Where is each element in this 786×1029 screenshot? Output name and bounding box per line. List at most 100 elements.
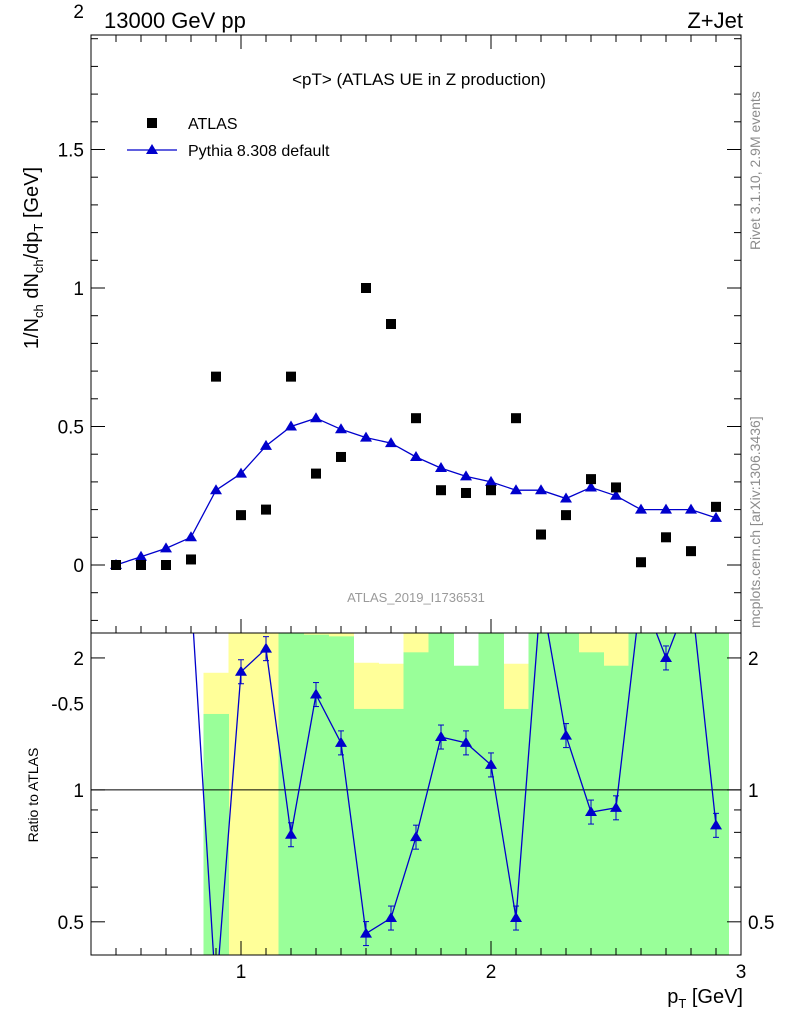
ratio-point	[710, 819, 722, 830]
main-ytick-label: 0	[73, 556, 84, 577]
atlas-point	[211, 371, 221, 382]
ratio-band-inner	[528, 633, 554, 955]
atlas-point	[461, 487, 471, 498]
ratio-band-outer	[228, 633, 254, 955]
main-panel: -0.500.511.522.533.5	[51, 2, 742, 716]
ratio-band-inner	[278, 633, 304, 955]
ratio-y-axis-label: Ratio to ATLAS	[25, 748, 41, 843]
ratio-point	[360, 927, 372, 938]
ratio-point	[410, 831, 422, 842]
ratio-line	[192, 633, 717, 955]
ratio-band-inner	[653, 633, 679, 955]
atlas-point	[136, 560, 146, 570]
main-ytick-label: -0.5	[51, 695, 84, 716]
ratio-point	[435, 731, 447, 742]
main-title-text: <pT> (ATLAS UE in Z production)	[292, 70, 546, 89]
ratio-panel: 0.5 0.5 1 1 2 2 1 2 3	[58, 633, 774, 983]
legend: ATLAS Pythia 8.308 default	[127, 116, 330, 160]
ratio-point	[660, 651, 672, 662]
ratio-band-inner	[328, 636, 354, 955]
ratio-band-inner	[553, 633, 579, 955]
mc-point	[485, 475, 497, 486]
xtick-label: 1	[236, 962, 247, 983]
mc-point	[585, 481, 597, 492]
mc-point	[635, 503, 647, 514]
mc-point	[135, 550, 147, 561]
atlas-point	[536, 529, 546, 540]
atlas-point	[236, 510, 246, 521]
atlas-point	[711, 501, 721, 512]
ratio-band-inner	[703, 633, 729, 955]
ratio-ytick-label: 0.5	[58, 913, 84, 934]
ratio-ytick-label-right: 1	[748, 781, 759, 802]
atlas-point	[311, 468, 321, 479]
ratio-band-inner	[353, 708, 379, 955]
ratio-ytick-label: 1	[73, 781, 84, 802]
mc-point	[560, 492, 572, 503]
main-plot-area	[110, 283, 722, 570]
ratio-point	[285, 828, 297, 839]
x-axis-label: pT [GeV]	[667, 986, 743, 1011]
atlas-point	[636, 557, 646, 568]
ratio-ytick-label-right: 2	[748, 649, 759, 670]
mc-point	[710, 511, 722, 522]
mc-point	[260, 439, 272, 450]
header-left: 13000 GeV pp	[104, 8, 246, 33]
ratio-point	[610, 801, 622, 812]
atlas-point	[286, 371, 296, 382]
atlas-point	[361, 283, 371, 293]
atlas-point	[336, 451, 346, 462]
ratio-ytick-label-right: 0.5	[748, 913, 774, 934]
atlas-point	[436, 485, 446, 496]
ratio-band-inner	[428, 633, 454, 955]
mc-point	[160, 542, 172, 553]
atlas-point	[686, 546, 696, 557]
ratio-point	[235, 665, 247, 676]
main-ytick-label: 1	[73, 279, 84, 300]
mc-point	[335, 423, 347, 434]
mc-point	[435, 462, 447, 473]
analysis-watermark: ATLAS_2019_I1736531	[347, 590, 485, 605]
ratio-point	[310, 688, 322, 699]
mc-point	[210, 484, 222, 495]
ratio-ytick-label: 2	[73, 649, 84, 670]
mc-point	[360, 431, 372, 442]
mc-point	[285, 420, 297, 431]
header-right: Z+Jet	[687, 8, 743, 33]
legend-atlas-marker	[147, 118, 157, 128]
legend-mc-marker	[146, 144, 158, 154]
legend-mc-label: Pythia 8.308 default	[188, 143, 330, 160]
atlas-point	[161, 560, 171, 570]
atlas-point	[486, 485, 496, 496]
mc-point	[235, 467, 247, 478]
ratio-point	[260, 642, 272, 653]
mc-point	[460, 470, 472, 481]
mcplots-label: mcplots.cern.ch [arXiv:1306.3436]	[747, 416, 763, 628]
mc-point	[385, 437, 397, 448]
ratio-band-inner	[628, 633, 654, 955]
xtick-label: 2	[486, 962, 497, 983]
mc-point	[610, 489, 622, 500]
mc-point	[535, 484, 547, 495]
ratio-point	[485, 758, 497, 769]
xtick-label: 3	[736, 962, 747, 983]
ratio-point	[460, 736, 472, 747]
ratio-point	[560, 729, 572, 740]
ratio-band-inner	[203, 713, 229, 955]
ratio-band-inner	[453, 665, 479, 955]
mc-point	[185, 531, 197, 542]
mc-point	[510, 484, 522, 495]
mc-point	[660, 503, 672, 514]
atlas-point	[261, 504, 271, 515]
ratio-band-outer	[253, 633, 279, 955]
ratio-band-inner	[478, 633, 504, 955]
mc-point	[410, 450, 422, 461]
atlas-point	[586, 474, 596, 485]
ratio-frame	[90, 632, 742, 956]
main-ytick-label: 0.5	[58, 418, 84, 439]
atlas-point	[611, 482, 621, 493]
mc-point	[685, 503, 697, 514]
atlas-point	[386, 319, 396, 330]
ratio-point	[510, 912, 522, 923]
